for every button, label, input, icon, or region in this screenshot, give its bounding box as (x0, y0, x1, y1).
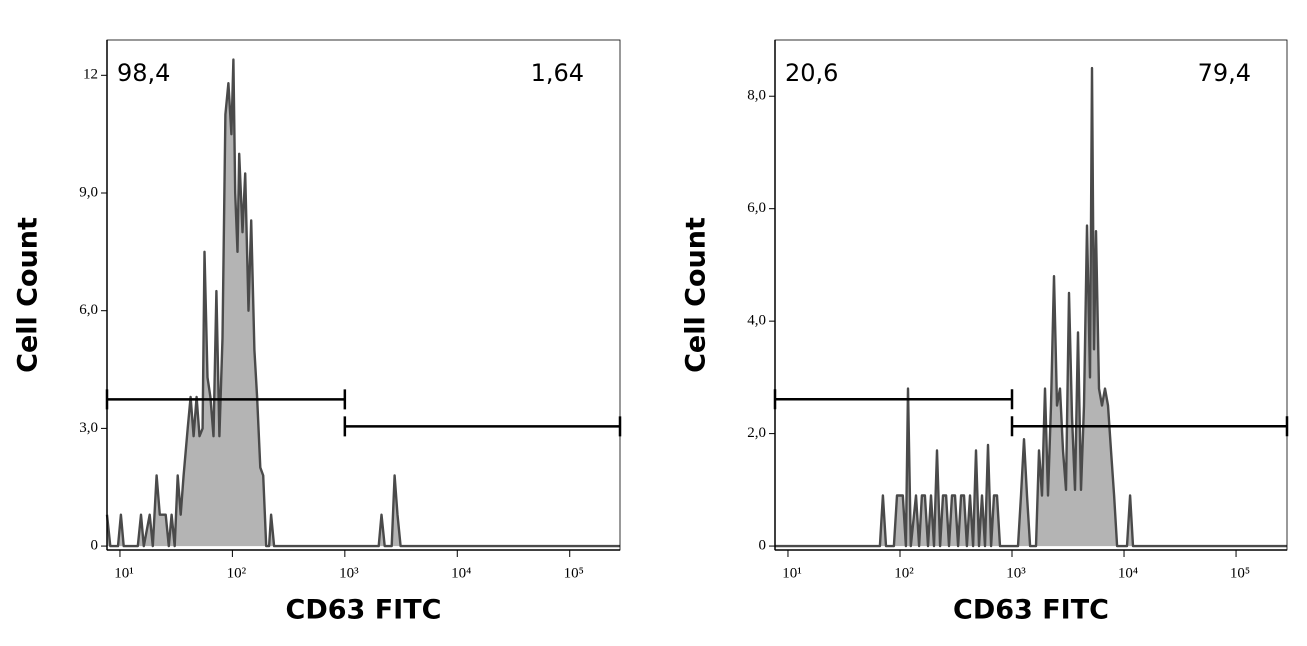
x-axis-title: CD63 FITC (953, 595, 1109, 626)
x-tick-label: 10¹ (114, 565, 134, 581)
gate-percentage: 79,4 (1198, 59, 1251, 87)
histogram-fill (775, 68, 1287, 547)
x-axis-title: CD63 FITC (286, 595, 442, 626)
y-tick-label: 8,0 (747, 88, 766, 104)
y-tick-label: 12 (83, 67, 98, 83)
gate-bar (105, 389, 347, 410)
histogram-line (105, 58, 620, 548)
x-tick-label: 10³ (1006, 565, 1026, 581)
gate-bar (1010, 416, 1289, 437)
x-tick-label: 10³ (339, 565, 359, 581)
x-tick-label: 10¹ (782, 565, 802, 581)
y-tick-label: 0 (759, 538, 767, 554)
y-axis-title: Cell Count (681, 217, 712, 373)
y-tick-label: 6,0 (79, 302, 98, 318)
gate-percentage: 98,4 (117, 59, 170, 87)
plot-frame (774, 39, 1288, 551)
histogram-panel: 0 2,0 4,0 6,0 8,0 10¹ 10² 10³ 10⁴ 10⁵ 20,6 79,4 CD63… (681, 39, 1289, 626)
y-axis-title: Cell Count (13, 217, 44, 373)
x-tick-label: 10² (894, 565, 914, 581)
gate-percentage: 1,64 (531, 59, 584, 87)
x-tick-label: 10² (227, 565, 247, 581)
gate-bar (343, 416, 622, 437)
gate-percentage: 20,6 (785, 59, 838, 87)
y-tick-label: 3,0 (79, 420, 98, 436)
x-tick-label: 10⁴ (1118, 565, 1138, 581)
y-tick-label: 2,0 (747, 425, 766, 441)
gate-bar (773, 389, 1014, 410)
x-tick-label: 10⁵ (1230, 565, 1250, 581)
histogram-panel: 0 3,0 6,0 9,0 12 10¹ 10² 10³ 10⁴ 10⁵ 98,4 1,64 CD63 … (13, 39, 622, 626)
histogram-fill (107, 59, 620, 547)
y-tick-label: 6,0 (747, 200, 766, 216)
x-tick-label: 10⁵ (564, 565, 584, 581)
y-tick-label: 0 (91, 538, 99, 554)
y-tick-label: 9,0 (79, 184, 98, 200)
x-tick-label: 10⁴ (451, 565, 471, 581)
y-tick-label: 4,0 (747, 313, 766, 329)
histogram-line (775, 66, 1287, 548)
